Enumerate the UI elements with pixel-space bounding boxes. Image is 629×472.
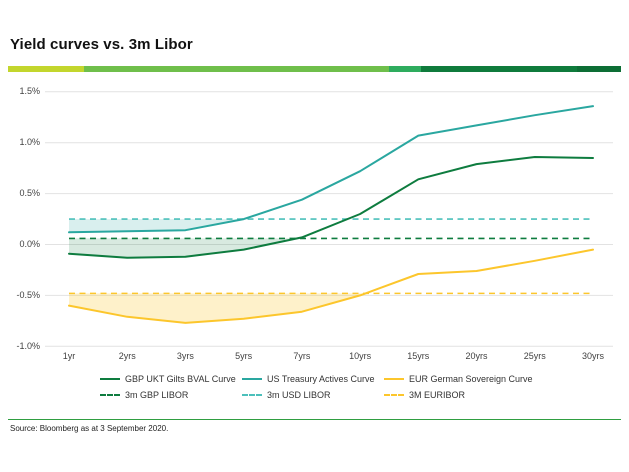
legend-item-3m-euribor: 3M EURIBOR (384, 390, 465, 400)
legend-swatch-dashed (384, 394, 404, 396)
accent-segment-deep-green (577, 66, 621, 72)
legend-item-3m-usd-libor: 3m USD LIBOR (242, 390, 331, 400)
accent-segment-yellow-green (8, 66, 84, 72)
accent-segment-dark-green (421, 66, 577, 72)
chart-title: Yield curves vs. 3m Libor (10, 36, 193, 53)
x-axis-tick: 10yrs (349, 351, 372, 361)
x-axis-tick: 25yrs (523, 351, 546, 361)
x-axis-tick: 5yrs (235, 351, 253, 361)
footer-divider (8, 419, 621, 420)
eur-german-sovereign-curve-band (69, 293, 366, 323)
us-treasury-actives-curve-line (68, 105, 594, 234)
x-axis-tick: 15yrs (407, 351, 430, 361)
legend-row: 3m GBP LIBOR 3m USD LIBOR 3M EURIBOR (0, 390, 629, 406)
source-note: Source: Bloomberg as at 3 September 2020… (10, 424, 169, 433)
legend-item-us-treasury-actives-curve: US Treasury Actives Curve (242, 374, 375, 384)
legend-swatch-dashed (242, 394, 262, 396)
legend-row: GBP UKT Gilts BVAL Curve US Treasury Acti… (0, 374, 629, 390)
eur-german-sovereign-curve-line (68, 248, 594, 324)
y-axis-tick: 1.0% (19, 137, 40, 148)
legend-label: 3M EURIBOR (409, 390, 466, 400)
accent-segment-emerald (389, 66, 421, 72)
legend-swatch-solid (242, 378, 262, 380)
legend-swatch-solid (384, 378, 404, 380)
us-treasury-actives-curve-band (69, 219, 244, 233)
legend-label: EUR German Sovereign Curve (409, 374, 533, 384)
legend-swatch-dashed (100, 394, 120, 396)
legend-item-gbp-ukt-gilts-bval-curve: GBP UKT Gilts BVAL Curve (100, 374, 236, 384)
y-axis-tick: 1.5% (19, 86, 40, 97)
x-axis-tick: 20yrs (465, 351, 488, 361)
legend-label: GBP UKT Gilts BVAL Curve (125, 374, 236, 384)
legend-label: 3m USD LIBOR (267, 390, 331, 400)
legend-item-3m-gbp-libor: 3m GBP LIBOR (100, 390, 188, 400)
y-axis-tick: 0.0% (19, 239, 40, 249)
y-axis-tick: -0.5% (16, 289, 40, 300)
legend-item-eur-german-sovereign-curve: EUR German Sovereign Curve (384, 374, 533, 384)
x-axis-tick: 3yrs (176, 351, 194, 361)
x-axis-tick: 30yrs (581, 351, 604, 361)
legend-label: US Treasury Actives Curve (267, 374, 375, 384)
legend-swatch-solid (100, 378, 120, 380)
y-axis-tick: -1.0% (16, 340, 40, 351)
chart-legend: GBP UKT Gilts BVAL Curve US Treasury Acti… (0, 374, 629, 406)
x-axis-tick: 1yr (62, 351, 76, 361)
legend-label: 3m GBP LIBOR (125, 390, 189, 400)
accent-gradient-bar (8, 66, 621, 72)
y-axis-tick: 0.5% (19, 188, 40, 199)
gbp-ukt-gilts-bval-curve-line (68, 156, 594, 259)
x-axis-tick: 7yrs (293, 351, 311, 361)
accent-segment-mid-green (84, 66, 389, 72)
x-axis-tick: 2yrs (118, 351, 136, 361)
gbp-ukt-gilts-bval-curve-band (69, 238, 297, 258)
